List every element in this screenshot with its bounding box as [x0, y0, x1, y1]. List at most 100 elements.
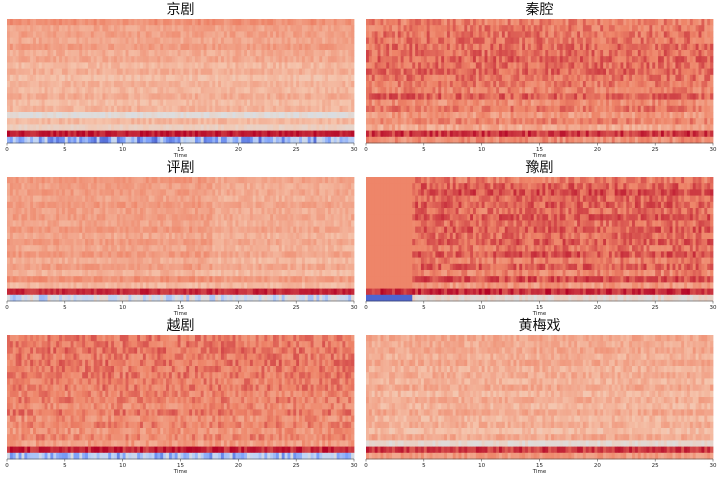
heatmap-cell — [154, 93, 158, 100]
heatmap-cell — [278, 56, 283, 63]
heatmap-cell — [577, 74, 581, 82]
heatmap-cell — [629, 37, 633, 45]
heatmap-cell — [113, 50, 118, 57]
heatmap-cell — [111, 183, 115, 190]
heatmap-cell — [406, 93, 410, 100]
heatmap-cell — [220, 43, 225, 51]
heatmap-cell — [588, 118, 592, 125]
heatmap-cell — [574, 68, 578, 76]
heatmap-cell — [522, 105, 526, 113]
heatmap-cell — [38, 43, 43, 51]
heatmap-cell — [472, 93, 477, 100]
heatmap-cell — [223, 99, 228, 107]
heatmap-cell — [9, 177, 14, 184]
heatmap-cell — [406, 118, 410, 125]
heatmap-cell — [678, 124, 682, 131]
heatmap-cell — [102, 81, 106, 88]
heatmap-cell — [603, 74, 607, 82]
heatmap-cell — [168, 25, 173, 32]
heatmap-cell — [33, 50, 37, 57]
heatmap-cell — [137, 105, 141, 113]
heatmap-cell — [273, 136, 277, 144]
heatmap-cell — [116, 74, 121, 82]
heatmap-cell — [588, 112, 592, 119]
heatmap-cell — [252, 99, 257, 107]
heatmap-cell — [64, 43, 69, 51]
heatmap-cell — [536, 105, 540, 113]
heatmap-cell — [501, 136, 506, 144]
heatmap-cell — [629, 99, 633, 107]
heatmap-cell — [588, 74, 592, 82]
heatmap-cell — [507, 62, 511, 69]
heatmap-cell — [163, 136, 167, 144]
heatmap-cell — [339, 99, 343, 107]
heatmap-cell — [452, 56, 457, 63]
heatmap-cell — [102, 136, 106, 144]
heatmap-cell — [553, 68, 558, 76]
heatmap-cell — [304, 25, 309, 32]
heatmap-cell — [313, 124, 317, 131]
heatmap-cell — [134, 62, 138, 69]
heatmap-cell — [125, 50, 129, 57]
heatmap-cell — [238, 37, 242, 45]
heatmap-cell — [556, 25, 561, 32]
heatmap-cell — [701, 124, 705, 131]
heatmap-cell — [307, 25, 312, 32]
heatmap-cell — [600, 81, 604, 88]
heatmap-cell — [194, 37, 199, 45]
heatmap-cell — [606, 43, 610, 51]
heatmap-cell — [87, 177, 92, 184]
heatmap-cell — [232, 118, 236, 125]
heatmap-cell — [614, 37, 618, 45]
heatmap-cell — [47, 74, 51, 82]
heatmap-cell — [325, 112, 329, 119]
heatmap-cell — [218, 74, 222, 82]
heatmap-cell — [192, 43, 196, 51]
heatmap-cell — [252, 130, 257, 138]
heatmap-cell — [669, 93, 673, 100]
heatmap-cell — [551, 25, 555, 32]
heatmap-cell — [689, 56, 694, 63]
heatmap-cell — [247, 68, 251, 76]
heatmap-cell — [632, 87, 636, 94]
heatmap-cell — [556, 93, 561, 100]
heatmap-cell — [351, 99, 355, 107]
heatmap-cell — [400, 99, 404, 107]
heatmap-cells — [7, 19, 355, 144]
heatmap-cell — [261, 25, 265, 32]
heatmap-cell — [420, 112, 425, 119]
heatmap-cell — [267, 130, 271, 138]
heatmap-cell — [629, 105, 633, 113]
heatmap-cell — [493, 118, 497, 125]
heatmap-cell — [669, 118, 673, 125]
heatmap-cell — [249, 130, 254, 138]
heatmap-cell — [264, 74, 268, 82]
heatmap-cell — [59, 68, 63, 76]
heatmap-cell — [301, 43, 306, 51]
heatmap-cell — [658, 50, 662, 57]
heatmap-cell — [122, 62, 126, 69]
heatmap-cell — [501, 25, 506, 32]
heatmap-cell — [275, 56, 280, 63]
heatmap-cell — [380, 37, 384, 45]
heatmap-cell — [441, 112, 445, 119]
heatmap-cell — [235, 81, 239, 88]
heatmap-cell — [241, 43, 245, 51]
heatmap-cell — [238, 124, 242, 131]
heatmap-cell — [368, 105, 373, 113]
heatmap-cell — [672, 105, 676, 113]
heatmap-cell — [617, 124, 621, 131]
heatmap-cell — [594, 130, 598, 138]
heatmap-cell — [658, 19, 662, 26]
heatmap-cell — [122, 43, 126, 51]
heatmap-cell — [166, 43, 170, 51]
heatmap-cell — [119, 19, 124, 26]
heatmap-cell — [415, 124, 419, 131]
heatmap-cell — [223, 50, 228, 57]
heatmap-cell — [166, 25, 170, 32]
heatmap-cell — [56, 177, 60, 184]
heatmap-cell — [327, 118, 332, 125]
heatmap-cell — [371, 62, 376, 69]
heatmap-cell — [504, 105, 509, 113]
heatmap-cell — [614, 105, 618, 113]
